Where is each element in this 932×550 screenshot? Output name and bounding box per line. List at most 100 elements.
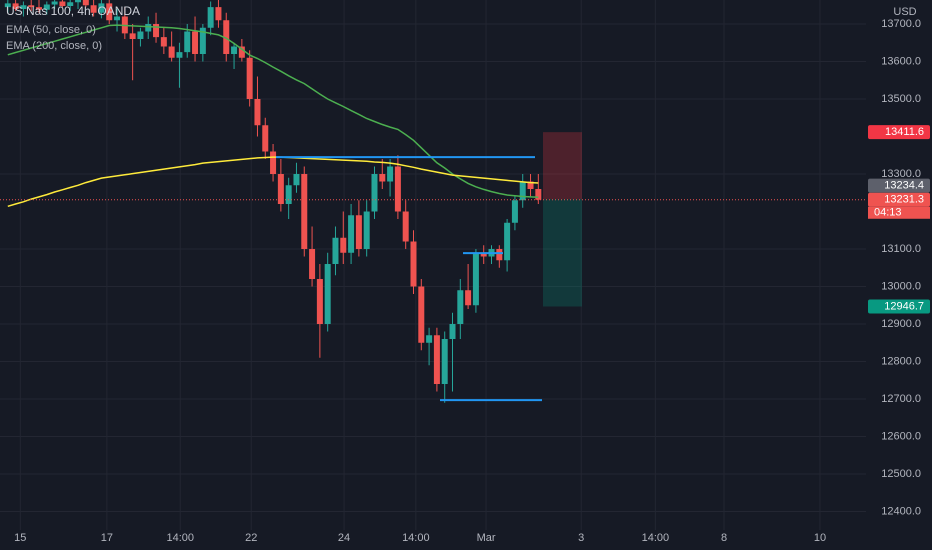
price-tag (868, 192, 930, 207)
candle-body (192, 31, 199, 55)
candle-body (340, 237, 347, 253)
candle-body (75, 0, 82, 3)
legend-entry: EMA (200, close, 0) (6, 40, 102, 52)
candle-body (293, 174, 300, 186)
x-tick-label: Mar (477, 532, 496, 544)
candle-body (207, 7, 214, 28)
candle-body (12, 3, 19, 10)
candle-body (402, 211, 409, 242)
price-tag (868, 299, 930, 314)
y-tick-label: 12800.0 (881, 355, 921, 367)
x-tick-label: 10 (814, 532, 826, 544)
y-tick-label: 12600.0 (881, 430, 921, 442)
candle-body (426, 335, 433, 343)
x-tick-label: 14:00 (642, 532, 670, 544)
y-tick-label: 13100.0 (881, 243, 921, 255)
candle-body (176, 52, 183, 58)
candle-body (254, 99, 261, 126)
candle-body (519, 181, 526, 201)
candle-body (153, 24, 160, 38)
candle-body (168, 46, 175, 58)
candle-body (410, 241, 417, 287)
ema-line (7, 156, 539, 208)
candle-body (106, 3, 113, 21)
countdown: 04:13 (874, 207, 902, 219)
candle-body (379, 174, 386, 182)
candle-body (36, 7, 43, 10)
candle-body (270, 151, 277, 175)
candle-body (465, 290, 472, 306)
y-tick-label: 13700.0 (881, 18, 921, 30)
price-tag-label: 13411.6 (885, 126, 924, 138)
candle-body (535, 189, 542, 200)
candle-body (20, 5, 27, 10)
candle-body (199, 27, 206, 55)
candle-body (28, 5, 35, 8)
chart-title: US Nas 100, 4h, OANDA (6, 4, 140, 18)
candle-body (51, 1, 58, 5)
candle-body (285, 185, 292, 205)
candle-body (433, 335, 440, 385)
candle-body (223, 20, 230, 55)
candle-body (496, 249, 503, 261)
y-tick-label: 13500.0 (881, 93, 921, 105)
candle-body (457, 290, 464, 325)
legend-entry: EMA (50, close, 0) (6, 24, 96, 36)
candle-body (348, 215, 355, 253)
candle-body (418, 286, 425, 343)
price-tag-label: 13234.4 (884, 180, 924, 192)
x-tick-label: 14:00 (166, 532, 194, 544)
candle-body (309, 249, 316, 280)
candle-body (67, 2, 74, 7)
candle-body (160, 37, 167, 47)
y-tick-label: 12500.0 (881, 468, 921, 480)
candle-body (246, 57, 253, 100)
price-tag-label: 13231.3 (884, 194, 924, 206)
candle-body (449, 324, 456, 340)
candle-body (59, 1, 66, 7)
y-tick-label: 12700.0 (881, 393, 921, 405)
x-tick-label: 22 (245, 532, 257, 544)
y-tick-label: 13000.0 (881, 280, 921, 292)
x-tick-label: 8 (721, 532, 727, 544)
candle-body (4, 3, 11, 8)
candle-body (262, 125, 269, 152)
candle-body (215, 7, 222, 21)
candle-body (301, 174, 308, 250)
candle-body (441, 339, 448, 385)
price-tag (868, 178, 930, 193)
candle-body (82, 0, 89, 6)
candle-body (324, 264, 331, 325)
x-tick-label: 15 (14, 532, 26, 544)
candle-body (145, 24, 152, 32)
candle-body (332, 237, 339, 265)
candle-body (504, 222, 511, 261)
ema-line (7, 24, 539, 199)
x-tick-label: 17 (101, 532, 113, 544)
candle-body (480, 252, 487, 257)
candle-body (184, 31, 191, 53)
candle-body (90, 5, 97, 13)
candle-body (277, 174, 284, 205)
y-tick-label: 13600.0 (881, 55, 921, 67)
candle-body (472, 252, 479, 306)
candle-body (387, 166, 394, 182)
candle-body (129, 33, 136, 40)
x-tick-label: 14:00 (402, 532, 430, 544)
candle-body (114, 16, 121, 21)
y-tick-label: 13300.0 (881, 168, 921, 180)
price-tag-label: 12946.7 (884, 300, 924, 312)
y-tick-label: 12900.0 (881, 318, 921, 330)
x-tick-label: 24 (338, 532, 350, 544)
candle-body (231, 46, 238, 55)
candle-body (394, 166, 401, 212)
candle-body (137, 31, 144, 40)
candle-body (238, 46, 245, 58)
candle-body (363, 211, 370, 250)
price-tag (868, 125, 930, 140)
currency: USD (893, 6, 916, 18)
candle-body (316, 279, 323, 325)
